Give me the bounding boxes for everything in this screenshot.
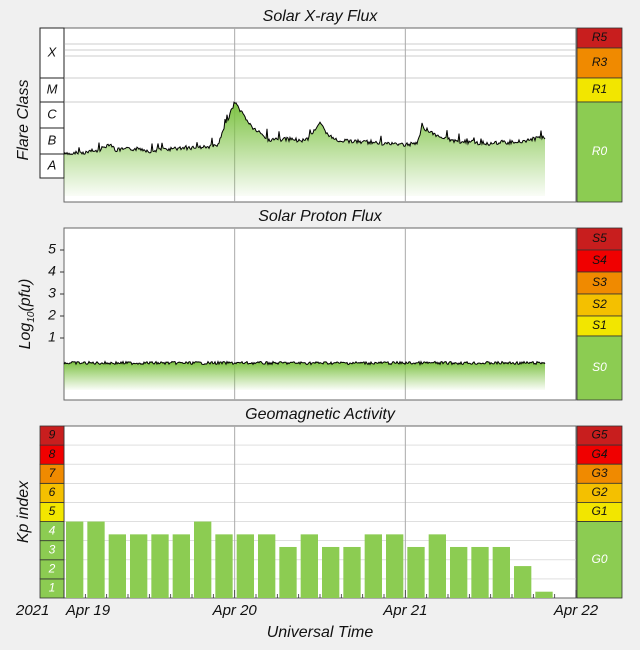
date-label: Apr 19	[65, 602, 111, 619]
proton-ylabel: Log10(pfu)	[17, 279, 37, 350]
flare-class-column	[39, 27, 65, 179]
xray-flux-line	[63, 101, 546, 156]
kp-bar	[492, 546, 510, 598]
ylabel-unit: (pfu)	[17, 279, 34, 312]
flare-class-label: X	[47, 44, 58, 59]
flare-class-label: B	[48, 132, 57, 147]
kp-bar	[428, 534, 446, 598]
kp-bar	[130, 534, 148, 598]
kp-bar	[258, 534, 276, 598]
x-axis-title: Universal Time	[267, 624, 374, 641]
ylabel-subscript: 10	[26, 311, 37, 323]
s-scale-label: S4	[592, 253, 607, 267]
kp-ylabel: Kp index	[15, 480, 32, 543]
kp-bar	[407, 546, 425, 598]
s-scale-label: S1	[592, 318, 607, 332]
kp-level-label: 9	[49, 428, 56, 442]
kp-level-label: 7	[49, 466, 57, 480]
kp-plot-area	[63, 425, 577, 599]
r-scale-label: R3	[592, 55, 608, 69]
s-scale-band	[576, 335, 623, 401]
g-scale-band	[576, 521, 623, 599]
kp-level-label: 4	[49, 523, 56, 537]
proton-ytick-label: 3	[48, 285, 56, 301]
g-scale-label: G2	[591, 485, 607, 499]
kp-title: Geomagnetic Activity	[245, 406, 396, 423]
proton-ytick-label: 1	[48, 329, 56, 345]
kp-level-cell	[39, 425, 65, 446]
proton-flux-line	[63, 360, 546, 367]
flare-class-label: M	[47, 81, 58, 96]
kp-bar	[343, 546, 361, 598]
flare-class-label: A	[47, 157, 57, 172]
kp-level-label: 8	[49, 447, 56, 461]
kp-level-label: 2	[48, 562, 56, 576]
s-scale-label: S5	[592, 231, 607, 245]
kp-bar	[87, 521, 105, 598]
kp-bar	[300, 534, 318, 598]
g-scale-label: G0	[591, 552, 607, 566]
kp-level-label: 5	[49, 504, 56, 518]
kp-level-label: 1	[49, 581, 56, 595]
r-scale-label: R5	[592, 30, 608, 44]
r-scale-label: R1	[592, 82, 607, 96]
proton-ytick-label: 5	[48, 241, 56, 257]
kp-level-label: 3	[49, 542, 56, 556]
xray-flux-fill	[64, 102, 545, 196]
kp-bar	[364, 534, 382, 598]
kp-bar	[172, 534, 190, 598]
g-scale-label: G5	[591, 428, 607, 442]
ylabel-base: Log	[17, 323, 34, 350]
kp-bar	[386, 534, 404, 598]
s-scale-label: S2	[592, 297, 607, 311]
kp-bar	[108, 534, 126, 598]
proton-ytick-label: 4	[48, 263, 56, 279]
kp-bar	[194, 521, 212, 598]
kp-bar	[66, 521, 84, 598]
kp-level-label: 6	[49, 485, 56, 499]
r-scale-band	[576, 101, 623, 203]
r-scale-band	[576, 77, 623, 103]
kp-bar	[279, 546, 297, 598]
kp-bar	[236, 534, 254, 598]
g-scale-label: G3	[591, 466, 607, 480]
kp-bar	[215, 534, 233, 598]
r-scale-label: R0	[592, 144, 608, 158]
kp-bar	[322, 546, 340, 598]
g-scale-label: G1	[591, 504, 607, 518]
xray-ylabel: Flare Class	[15, 80, 32, 161]
kp-bar	[535, 591, 553, 598]
kp-bar	[450, 546, 468, 598]
date-label: Apr 22	[553, 602, 599, 619]
year-label: 2021	[15, 602, 49, 619]
kp-bar	[471, 546, 489, 598]
xray-title: Solar X-ray Flux	[263, 8, 379, 25]
date-label: Apr 21	[382, 602, 427, 619]
proton-ytick-label: 2	[47, 307, 56, 323]
flare-class-label: C	[47, 106, 57, 121]
s-scale-label: S0	[592, 360, 607, 374]
kp-bar	[514, 566, 532, 598]
g-scale-label: G4	[591, 447, 607, 461]
s-scale-label: S3	[592, 275, 607, 289]
kp-bar	[151, 534, 169, 598]
date-label: Apr 20	[212, 602, 258, 619]
proton-title: Solar Proton Flux	[258, 208, 383, 225]
proton-flux-fill	[64, 361, 545, 390]
